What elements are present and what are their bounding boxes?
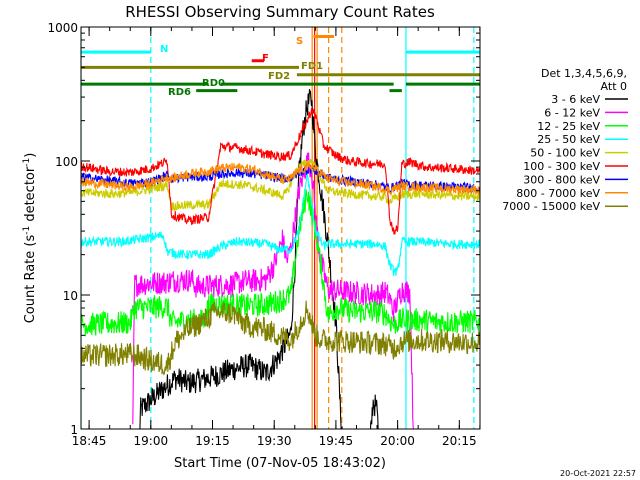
x-tick-label: 19:15	[195, 434, 230, 448]
legend-entry-label: 50 - 100 keV	[530, 147, 600, 160]
legend-entry-label: 7000 - 15000 keV	[502, 200, 600, 213]
series-line-0	[139, 89, 379, 429]
series-line-2	[81, 189, 480, 337]
flag-label-f: F	[262, 53, 269, 64]
series-line-1	[132, 152, 414, 429]
legend-entry-label: 100 - 300 keV	[523, 160, 600, 173]
x-tick-label: 20:15	[442, 434, 477, 448]
flag-label-n: N	[160, 44, 168, 55]
timestamp: 20-Oct-2021 22:57	[560, 469, 636, 478]
legend-entry-label: 300 - 800 keV	[523, 173, 600, 186]
chart-title: RHESSI Observing Summary Count Rates	[125, 3, 435, 21]
x-tick-label: 19:45	[319, 434, 354, 448]
plot-axes	[80, 26, 481, 430]
y-tick-label: 100	[55, 155, 78, 169]
flag-label-rd6: RD6	[168, 87, 191, 98]
x-tick-label: 18:45	[72, 434, 107, 448]
series-line-4	[81, 159, 480, 212]
series-line-5	[81, 108, 480, 235]
series-line-7	[81, 162, 480, 197]
legend-entry-label: 3 - 6 keV	[551, 93, 600, 106]
flag-label-fd2: FD2	[268, 71, 290, 82]
legend-title-line: Att 0	[601, 80, 627, 93]
series-line-8	[81, 300, 480, 376]
y-tick-label: 10	[63, 289, 78, 303]
legend-entry-label: 6 - 12 keV	[544, 106, 600, 119]
flag-label-fd1: FD1	[301, 61, 323, 72]
x-tick-label: 20:00	[380, 434, 415, 448]
legend-title-line: Det 1,3,4,5,6,9,	[541, 67, 627, 80]
series-line-3	[81, 171, 480, 276]
x-tick-label: 19:00	[134, 434, 169, 448]
legend-entry-label: 25 - 50 keV	[537, 133, 600, 146]
flag-label-s: S	[296, 36, 303, 47]
legend-entry-label: 800 - 7000 keV	[516, 187, 600, 200]
x-tick-label: 19:30	[257, 434, 292, 448]
legend-entry-label: 12 - 25 keV	[537, 120, 600, 133]
x-axis-label: Start Time (07-Nov-05 18:43:02)	[174, 456, 386, 471]
y-axis-label: Count Rate (s-1 detector-1)	[22, 153, 38, 324]
y-tick-label: 1	[70, 423, 78, 437]
flag-label-rd0: RD0	[202, 78, 225, 89]
y-tick-label: 1000	[47, 21, 78, 35]
